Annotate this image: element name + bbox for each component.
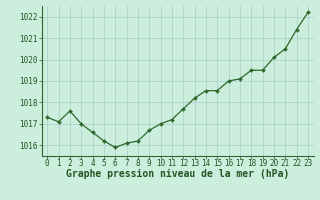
X-axis label: Graphe pression niveau de la mer (hPa): Graphe pression niveau de la mer (hPa) [66,169,289,179]
